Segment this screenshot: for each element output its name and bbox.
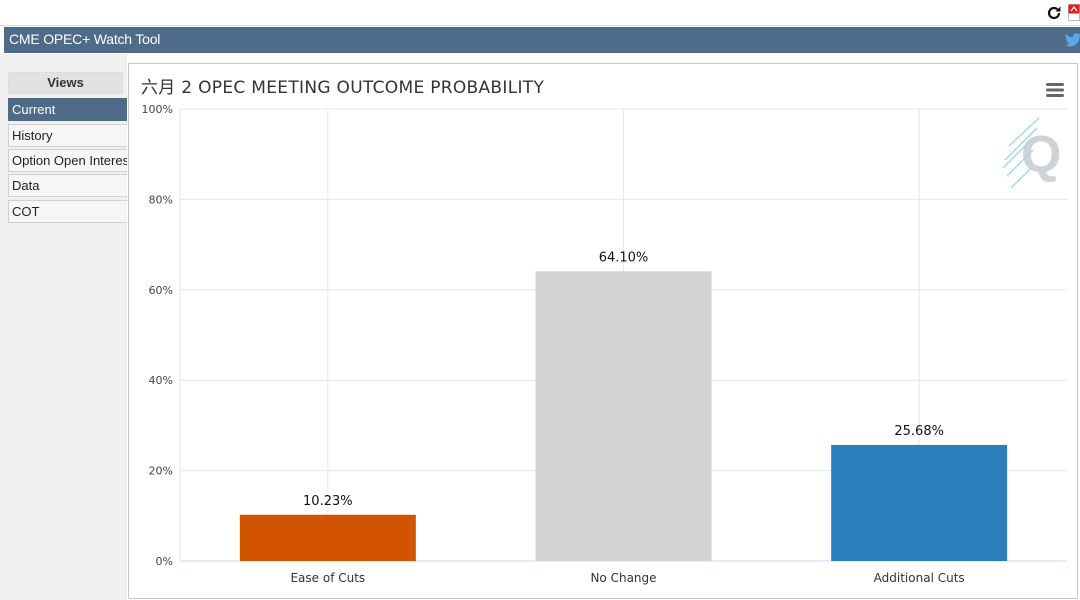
views-heading: Views [8, 72, 123, 94]
sidebar-item-current[interactable]: Current [8, 98, 127, 121]
bar-data-labels: 10.23% 64.10% 25.68% [303, 250, 944, 508]
chart-title: 六月 2 OPEC MEETING OUTCOME PROBABILITY [141, 78, 545, 98]
data-label: 64.10% [599, 250, 649, 265]
reload-icon[interactable] [1046, 5, 1062, 21]
y-tick-label: 60% [149, 284, 173, 297]
sidebar-item-cot[interactable]: COT [8, 200, 127, 223]
x-tick-label: Additional Cuts [874, 571, 965, 585]
hamburger-menu-icon[interactable] [1045, 82, 1065, 98]
twitter-icon[interactable] [1064, 31, 1080, 49]
y-tick-label: 20% [149, 465, 173, 478]
x-axis-tick-labels: Ease of Cuts No Change Additional Cuts [290, 571, 964, 585]
bar-no-change [535, 271, 712, 561]
x-tick-label: No Change [590, 571, 656, 585]
data-label: 25.68% [894, 424, 944, 439]
y-tick-label: 0% [156, 555, 173, 568]
sidebar-item-option-open-interest[interactable]: Option Open Interest [8, 149, 127, 172]
sidebar-item-history[interactable]: History [8, 124, 127, 147]
x-tick-label: Ease of Cuts [290, 571, 365, 585]
y-tick-label: 40% [149, 374, 173, 387]
app-title: CME OPEC+ Watch Tool [9, 31, 161, 47]
y-axis-tick-labels: 0% 20% 40% 60% 80% 100% [142, 103, 173, 568]
app-header: CME OPEC+ Watch Tool [4, 27, 1080, 53]
y-tick-label: 80% [149, 193, 173, 206]
bar-additional-cuts [831, 444, 1008, 561]
chart-bars [239, 271, 1008, 561]
chart-panel: 0% 20% 40% 60% 80% 100% 10.23% 64.10% 25.68% Ea… [128, 63, 1078, 599]
pdf-icon[interactable] [1068, 4, 1080, 21]
bar-ease-of-cuts [239, 514, 416, 561]
y-tick-label: 100% [142, 103, 173, 116]
data-label: 10.23% [303, 494, 353, 509]
browser-toolbar [0, 0, 1080, 26]
views-sidebar: Views Current History Option Open Intere… [0, 54, 127, 600]
probability-bar-chart: 0% 20% 40% 60% 80% 100% 10.23% 64.10% 25.68% Ea… [142, 103, 1067, 585]
q-logo-icon: Q [1002, 117, 1061, 189]
sidebar-item-data[interactable]: Data [8, 174, 127, 197]
